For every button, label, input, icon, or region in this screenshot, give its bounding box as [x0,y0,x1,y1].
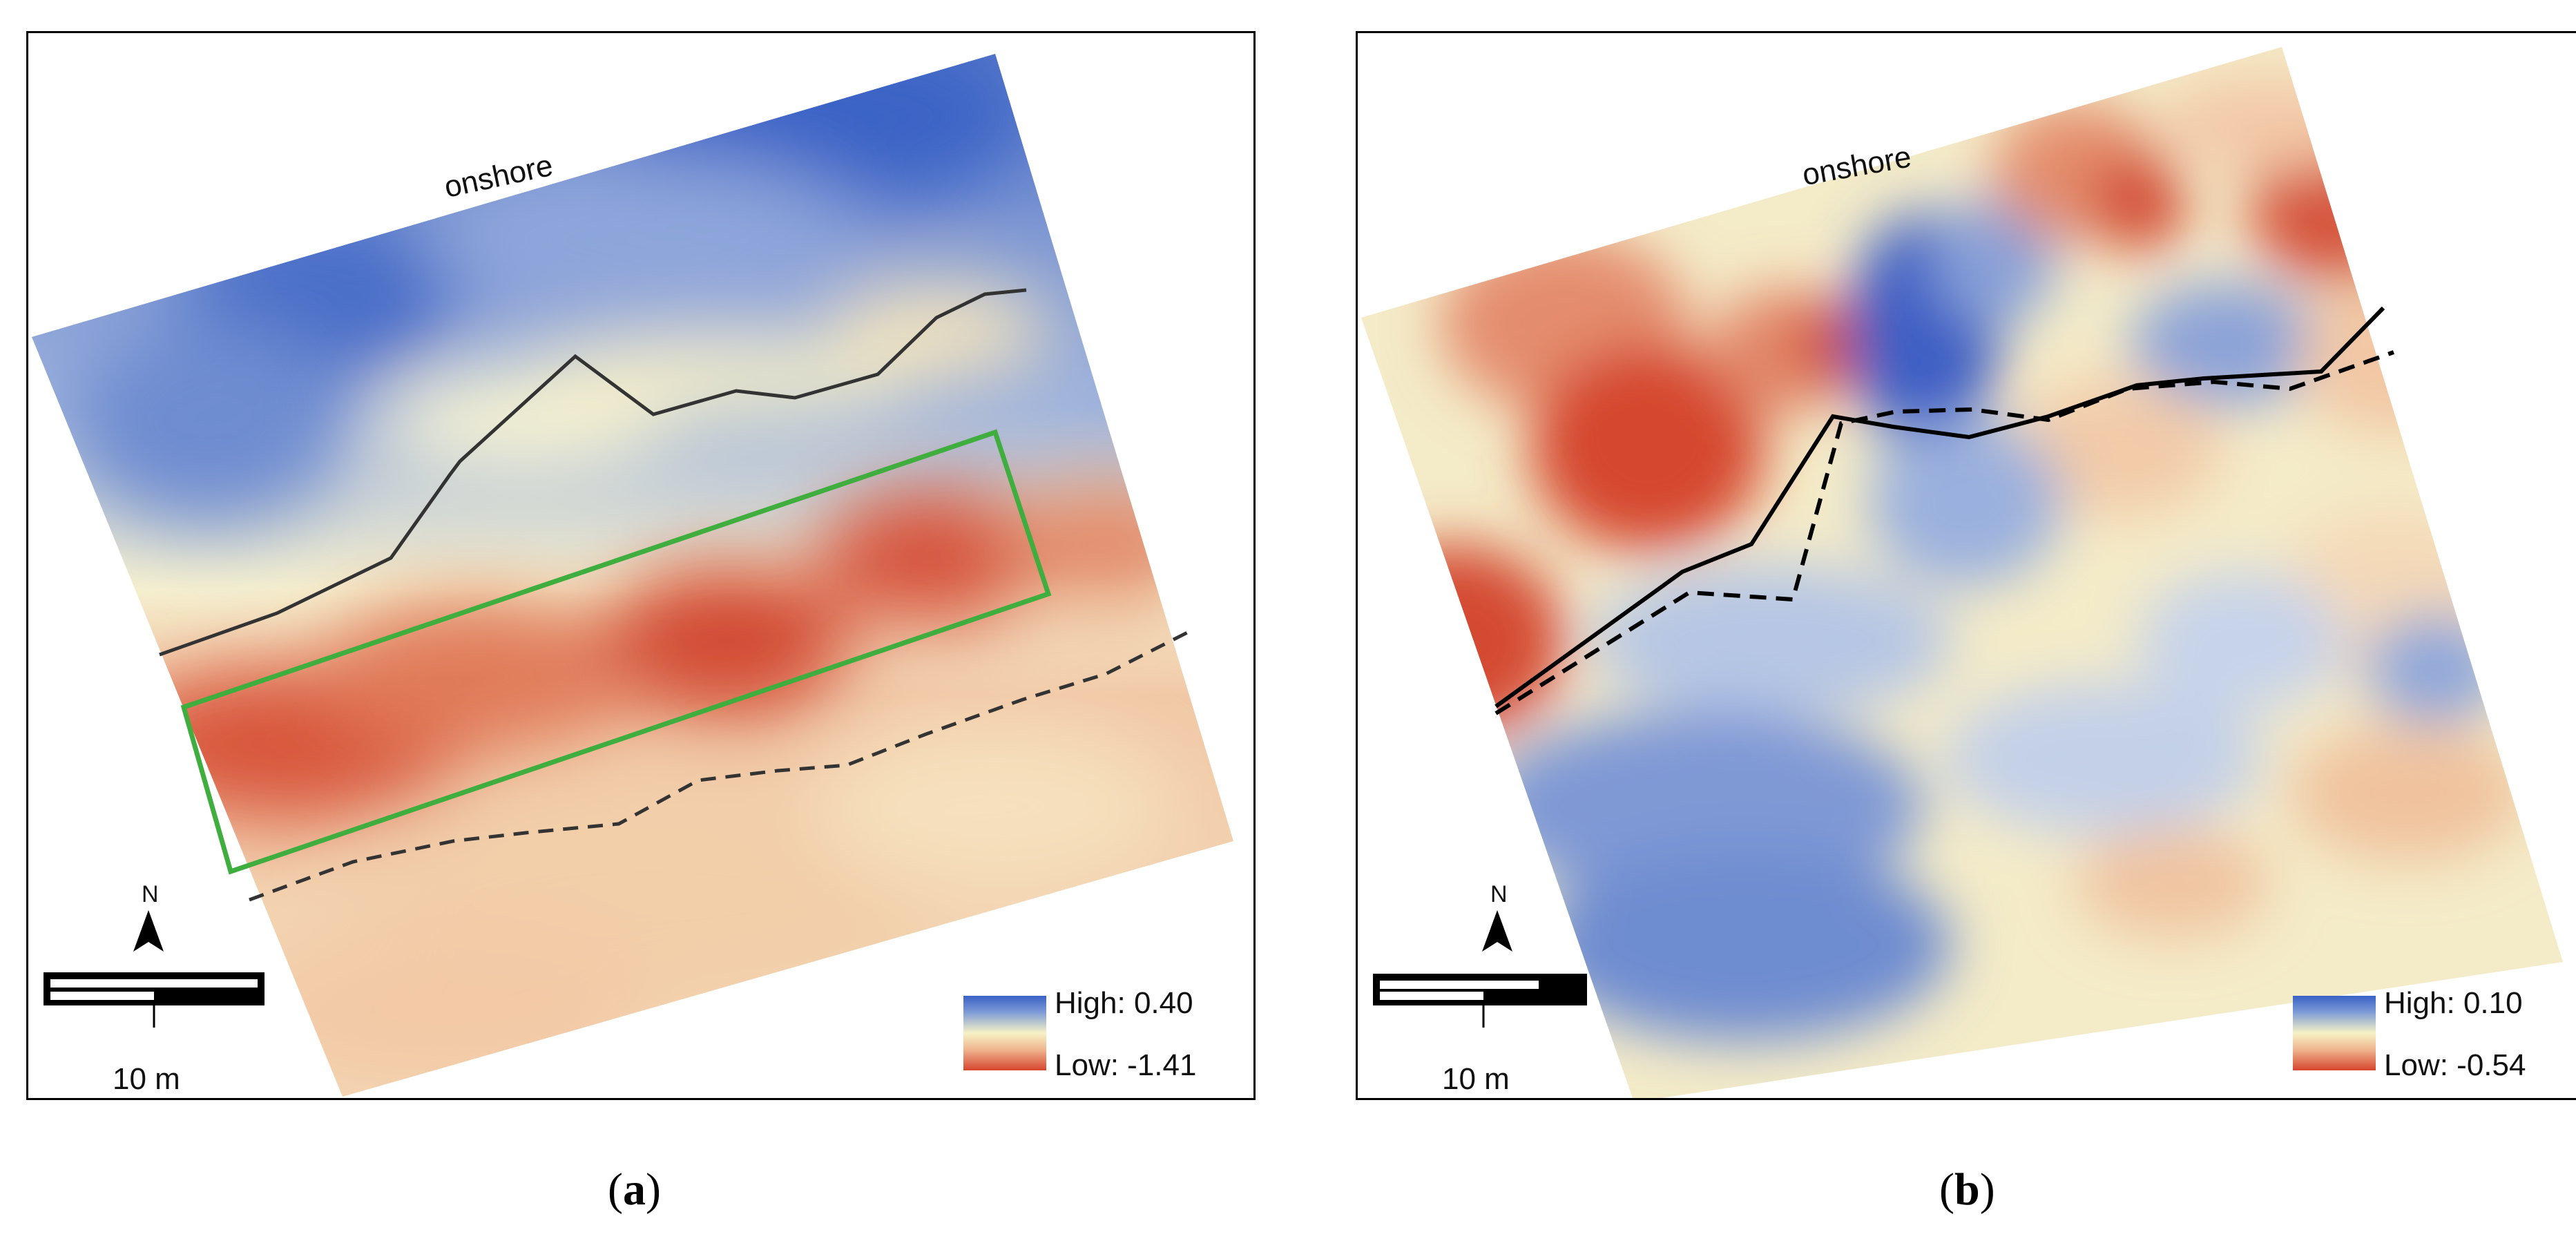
map-panel-a: onshore N 10 m High: 0.40 Low: -1.41 [26,31,1256,1100]
scale-label-a: 10 m [113,1062,180,1096]
scale-bar-a [44,910,265,1028]
legend-low-b: Low: -0.54 [2384,1048,2526,1082]
north-label-b: N [1490,881,1508,907]
legend-color-ramp-b [2293,996,2376,1070]
raster-a [32,54,1233,1097]
dashed-boundary-line-b [1494,350,2394,715]
caption-b: (b) [1939,1164,1995,1215]
legend-b: High: 0.10 Low: -0.54 [2293,981,2562,1084]
scale-bar-b [1373,910,1587,1028]
caption-a-letter: a [622,1164,646,1215]
scale-label-b: 10 m [1442,1062,1510,1096]
legend-color-ramp-a [963,996,1046,1070]
legend-high-a: High: 0.40 [1055,986,1193,1020]
dashed-boundary-line-a [249,626,1197,902]
north-arrow-icon [1482,910,1512,952]
solid-boundary-line-a [159,288,1027,657]
solid-boundary-line-b [1494,306,2385,709]
north-label-a: N [142,881,159,907]
north-arrow-icon [133,910,164,952]
caption-a: (a) [608,1164,661,1215]
area-of-interest-box [180,429,1052,875]
legend-high-b: High: 0.10 [2384,986,2523,1020]
legend-a: High: 0.40 Low: -1.41 [963,981,1233,1084]
caption-b-letter: b [1954,1164,1980,1215]
map-a-svg [32,54,1233,1097]
raster-b [1361,47,2563,1098]
map-b-svg [1361,47,2563,1098]
map-panel-b: onshore N 10 m High: 0.10 Low: -0.54 [1356,31,2576,1100]
legend-low-a: Low: -1.41 [1055,1048,1197,1082]
